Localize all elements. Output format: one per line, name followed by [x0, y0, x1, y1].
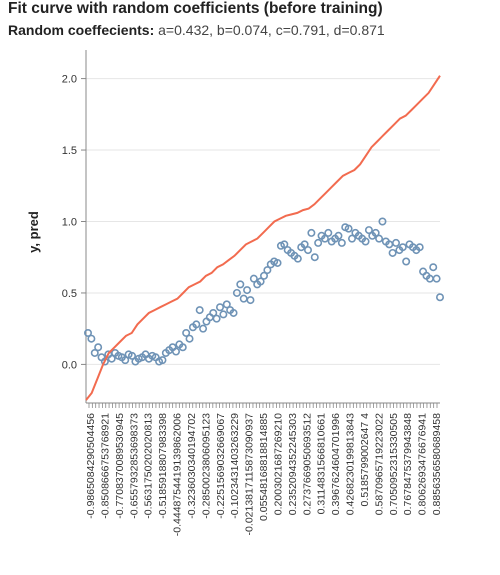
- x-axis: -0.9865084290504456 -0.8508666753768921 -0…: [85, 402, 443, 536]
- y-axis: 0.0 0.5 1.0 1.5 2.0: [62, 50, 87, 403]
- y-point: [84, 328, 93, 337]
- y-point: [314, 238, 323, 247]
- y-point: [371, 228, 380, 237]
- y-point: [432, 274, 441, 283]
- x-tick-label: -0.9865084290504456: [85, 413, 97, 519]
- x-tick-label: 0.3967624604701996: [330, 413, 342, 515]
- series-layer: [84, 75, 444, 401]
- y-point: [100, 357, 109, 366]
- y-point: [128, 351, 137, 360]
- x-tick-label: 0.7678475379943848: [402, 413, 414, 515]
- y-point: [246, 296, 255, 305]
- y-point: [398, 243, 407, 252]
- y-point: [185, 334, 194, 343]
- y-point: [172, 347, 181, 356]
- subtitle-coefficients: a=0.432, b=0.074, c=0.791, d=0.871: [158, 22, 385, 38]
- x-tick-label: 0.4268230199813843: [345, 413, 357, 515]
- y-point: [337, 238, 346, 247]
- y-point: [182, 328, 191, 337]
- y-point: [195, 306, 204, 315]
- x-tick-label: -0.2251569032669067: [215, 413, 227, 519]
- y-point: [243, 286, 252, 295]
- y-tick-label: 1.5: [62, 145, 77, 157]
- y-point: [192, 320, 201, 329]
- y-point: [107, 354, 116, 363]
- x-tick-label: 0.05548168818814885: [258, 413, 270, 521]
- y-point: [236, 280, 245, 289]
- y-point: [209, 308, 218, 317]
- x-tick-label: 0.7050952315330505: [388, 413, 400, 515]
- x-tick-label: 0.8856356580689458: [431, 413, 443, 515]
- y-point: [219, 310, 228, 319]
- x-tick-label: -0.3236030340194702: [186, 413, 198, 519]
- y-tick-label: 2.0: [62, 74, 77, 86]
- x-tick-label: 0.5185799002647 4: [359, 413, 371, 507]
- y-point: [320, 234, 329, 243]
- y-point: [90, 348, 99, 357]
- y-point: [347, 234, 356, 243]
- y-point: [293, 254, 302, 263]
- y-point: [391, 238, 400, 247]
- y-point: [229, 308, 238, 317]
- x-tick-label: -0.4448754419139862006: [172, 413, 184, 536]
- y-point: [402, 257, 411, 266]
- y-point: [263, 266, 272, 275]
- x-tick-label: -0.7708370089530945: [114, 413, 126, 519]
- x-tick-label: 0.3114831566810661: [316, 413, 328, 515]
- y-tick-label: 1.0: [62, 216, 77, 228]
- y-axis-label: y, pred: [26, 211, 41, 253]
- y-point: [435, 293, 444, 302]
- x-tick-label: -0.5631750202020813: [143, 413, 155, 519]
- y-point: [222, 300, 231, 309]
- y-point: [375, 234, 384, 243]
- y-point: [300, 240, 309, 249]
- y-point: [415, 243, 424, 252]
- y-point: [361, 237, 370, 246]
- chart-title: Fit curve with random coefficients (befo…: [8, 0, 383, 17]
- x-tick-label: 0.2352094352245303: [287, 413, 299, 515]
- y-point: [429, 263, 438, 272]
- x-tick-label: -0.2850023806095123: [200, 413, 212, 519]
- y-point: [310, 253, 319, 262]
- y-point: [280, 240, 289, 249]
- x-tick-label: 0.8062693476676941: [417, 413, 429, 515]
- y-point: [178, 343, 187, 352]
- x-tick-label: -0.8508666753768921: [99, 413, 111, 519]
- x-tick-label: -0.1023431403263229: [229, 413, 241, 519]
- y-point: [334, 231, 343, 240]
- y-tick-label: 0.5: [62, 288, 77, 300]
- y-point: [249, 274, 258, 283]
- y-point: [216, 303, 225, 312]
- y-point: [388, 248, 397, 257]
- x-tick-label: -0.5185918807983398: [157, 413, 169, 519]
- y-point: [307, 228, 316, 237]
- grid: [86, 78, 440, 365]
- y-point: [87, 334, 96, 343]
- y-point: [121, 356, 130, 365]
- y-point: [212, 314, 221, 323]
- y-point: [344, 224, 353, 233]
- x-tick-label: 0.2737669050693512: [301, 413, 313, 515]
- y-point: [94, 343, 103, 352]
- chart-subtitle: Random coeffecients: a=0.432, b=0.074, c…: [8, 22, 385, 38]
- subtitle-label: Random coeffecients:: [8, 22, 155, 38]
- x-tick-label: -0.6557932853698373: [128, 413, 140, 519]
- y-point: [303, 246, 312, 255]
- y-point: [199, 324, 208, 333]
- pred-line: [85, 75, 441, 401]
- y-point: [364, 226, 373, 235]
- y-point: [324, 228, 333, 237]
- y-point: [259, 271, 268, 280]
- y-point: [158, 356, 167, 365]
- y-point: [256, 277, 265, 286]
- x-tick-label: 0.5870965719223022: [373, 413, 385, 515]
- y-tick-label: 0.0: [62, 359, 77, 371]
- y-point: [273, 258, 282, 267]
- y-point: [232, 288, 241, 297]
- y-point: [239, 294, 248, 303]
- x-tick-label: -0.0213817115873090937: [244, 413, 256, 536]
- x-tick-label: 0.2003021687269210: [272, 413, 284, 515]
- y-point: [378, 217, 387, 226]
